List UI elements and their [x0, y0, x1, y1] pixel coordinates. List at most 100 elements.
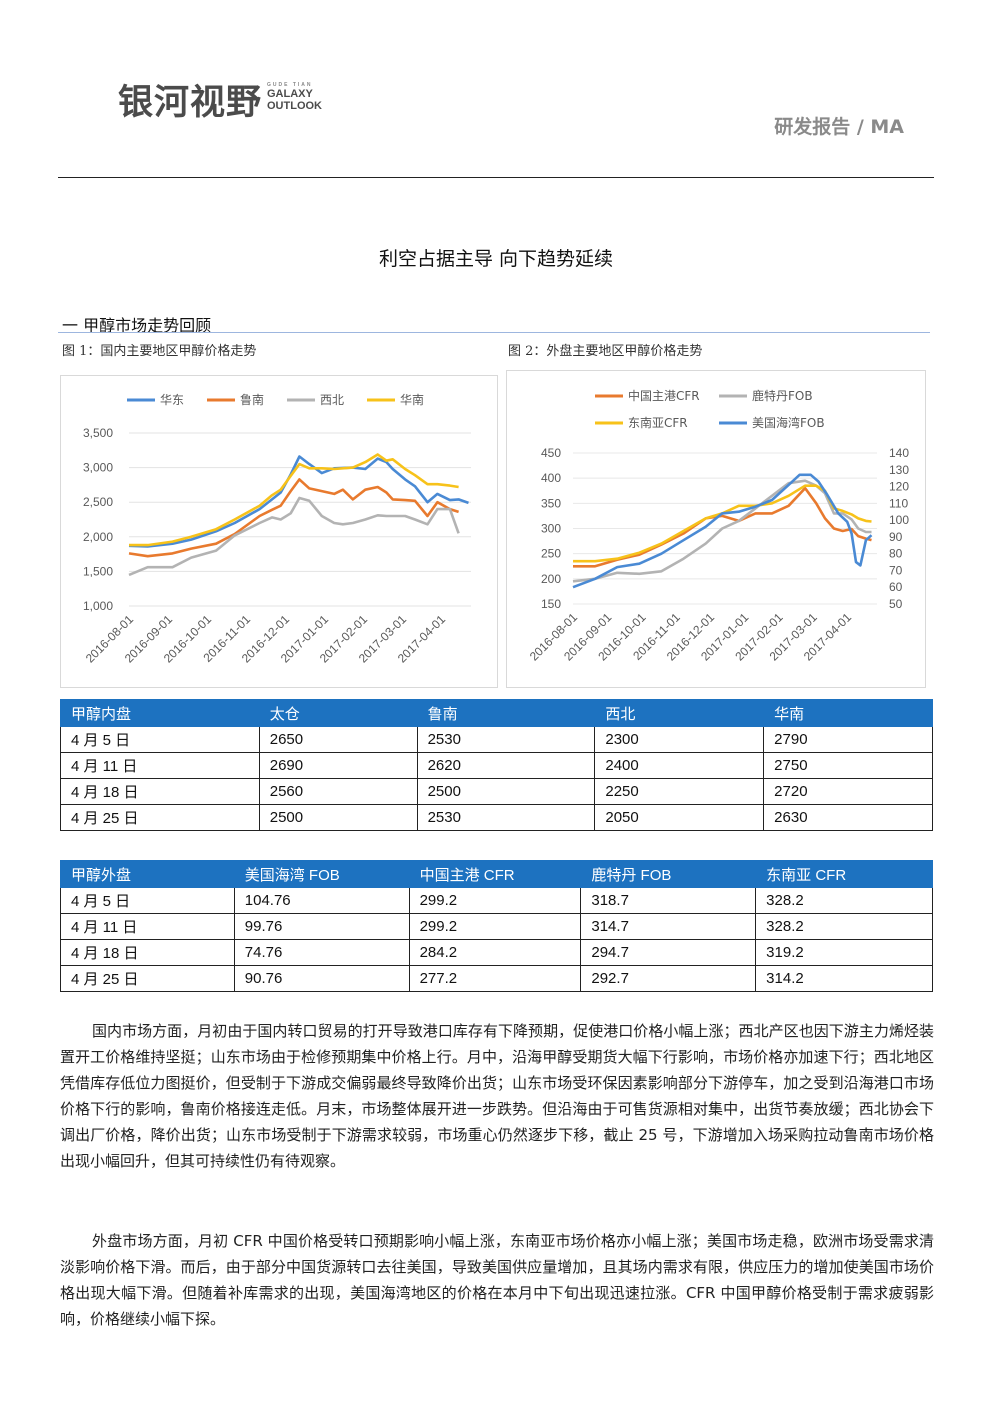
table-cell: 4 月 18 日 [60, 778, 260, 805]
table-row: 4 月 25 日 2500 2530 2050 2630 [60, 804, 933, 831]
table-cell: 2500 [416, 778, 596, 805]
chart2-y-tick-left: 450 [541, 446, 561, 460]
table-cell: 319.2 [755, 939, 933, 966]
chart2-y-tick-right: 120 [889, 480, 909, 494]
table-cell: 284.2 [408, 939, 582, 966]
figure2-caption: 图 2：外盘主要地区甲醇价格走势 [508, 344, 703, 359]
table-cell: 318.7 [580, 887, 757, 914]
table-row: 4 月 5 日 104.76 299.2 318.7 328.2 [60, 887, 933, 914]
paragraph-overseas-market: 外盘市场方面，月初 CFR 中国价格受转口预期影响小幅上涨，东南亚市场价格亦小幅… [60, 1232, 934, 1328]
chart2-y-tick-left: 400 [541, 471, 561, 485]
table-cell: 2690 [258, 752, 418, 779]
chart1-legend-label: 鲁南 [240, 392, 264, 407]
chart1-domestic-methanol-prices: 1,0001,5002,0002,5003,0003,5002016-08-01… [83, 392, 471, 666]
chart2-y-tick-left: 150 [541, 597, 561, 611]
table-header-cell: 太仓 [258, 699, 418, 727]
section-heading: 一 甲醇市场走势回顾 [62, 316, 212, 335]
chart2-y-tick-left: 200 [541, 572, 561, 586]
chart1-legend-label: 华东 [160, 393, 184, 407]
chart2-legend-label: 东南亚CFR [628, 415, 688, 430]
report-tag: 研发报告 / MA [774, 116, 904, 138]
table-cell: 104.76 [233, 887, 410, 914]
table-row: 4 月 11 日 99.76 299.2 314.7 328.2 [60, 913, 933, 940]
table-cell: 314.7 [580, 913, 757, 940]
table-header-cell: 鲁南 [416, 699, 596, 727]
chart2-legend-label: 美国海湾FOB [752, 415, 825, 430]
logo-tagline: GUDE TIAN [267, 82, 313, 88]
table-cell: 74.76 [233, 939, 410, 966]
chart1-series-line [128, 496, 460, 577]
chart2-y-tick-left: 350 [541, 496, 561, 510]
chart2-y-tick-left: 250 [541, 547, 561, 561]
chart2-y-tick-right: 50 [889, 597, 903, 611]
table-cell: 299.2 [408, 913, 582, 940]
table-header-cell: 华南 [763, 699, 933, 727]
chart1-y-tick: 2,000 [83, 530, 113, 544]
chart2-y-tick-right: 70 [889, 563, 903, 577]
table-cell: 299.2 [408, 887, 582, 914]
chart1-legend-label: 西北 [320, 393, 344, 407]
table-cell: 2630 [763, 804, 933, 831]
chart1-y-tick: 3,500 [83, 426, 113, 440]
table-cell: 2720 [763, 778, 933, 805]
table-cell: 90.76 [233, 965, 410, 992]
table-cell: 2790 [763, 726, 933, 753]
chart2-legend-label: 中国主港CFR [628, 388, 700, 403]
table-cell: 2750 [763, 752, 933, 779]
logo-galaxy: GALAXY [267, 88, 313, 100]
logo-chinese: 银河视野 [118, 83, 263, 123]
chart1-series-line [128, 478, 459, 558]
table-cell: 4 月 25 日 [60, 804, 260, 831]
table-cell: 2250 [594, 778, 765, 805]
chart2-series-line [572, 473, 873, 589]
table-cell: 2300 [594, 726, 765, 753]
table-header-cell: 东南亚 CFR [755, 860, 933, 888]
chart2-y-tick-left: 300 [541, 522, 561, 536]
chart2-y-tick-right: 90 [889, 530, 903, 544]
table-header-row: 甲醇内盘 太仓 鲁南 西北 华南 [60, 699, 933, 727]
table-cell: 4 月 5 日 [60, 726, 260, 753]
table-header-row: 甲醇外盘 美国海湾 FOB 中国主港 CFR 鹿特丹 FOB 东南亚 CFR [60, 860, 933, 888]
logo-outlook: OUTLOOK [267, 100, 322, 112]
table-cell: 4 月 18 日 [60, 939, 235, 966]
figure1-caption: 图 1：国内主要地区甲醇价格走势 [62, 344, 257, 359]
table-cell: 2500 [258, 804, 418, 831]
table-row: 4 月 25 日 90.76 277.2 292.7 314.2 [60, 965, 933, 992]
header-divider [58, 177, 934, 178]
table-row: 4 月 18 日 74.76 284.2 294.7 319.2 [60, 939, 933, 966]
chart1-y-tick: 2,500 [83, 495, 113, 509]
table-cell: 314.2 [755, 965, 933, 992]
table-cell: 294.7 [580, 939, 757, 966]
table-row: 4 月 18 日 2560 2500 2250 2720 [60, 778, 933, 805]
logo-english: GUDE TIAN GALAXY OUTLOOK [267, 82, 322, 112]
chart2-series-line [573, 484, 872, 563]
table-cell: 2620 [416, 752, 596, 779]
table-header-cell: 美国海湾 FOB [233, 860, 410, 888]
chart1-legend-label: 华南 [400, 392, 424, 407]
chart2-overseas-methanol-prices: 150 200 250 300 350 400 450 50 60 70 80 90 100 110 120… [527, 388, 910, 664]
table-cell: 328.2 [755, 913, 933, 940]
chart2-series-line [572, 479, 872, 583]
table-header-cell: 甲醇内盘 [60, 699, 260, 727]
overseas-price-table: 甲醇外盘 美国海湾 FOB 中国主港 CFR 鹿特丹 FOB 东南亚 CFR 4… [60, 860, 933, 992]
table-cell: 328.2 [755, 887, 933, 914]
chart2-y-tick-right: 60 [889, 580, 903, 594]
section-divider [58, 332, 930, 333]
table-cell: 99.76 [233, 913, 410, 940]
chart1-series-line [128, 455, 469, 548]
chart2-y-tick-right: 130 [889, 463, 909, 477]
table-row: 4 月 11 日 2690 2620 2400 2750 [60, 752, 933, 779]
chart2-series-line [573, 486, 872, 568]
table-cell: 4 月 25 日 [60, 965, 235, 992]
chart2-frame: 150 200 250 300 350 400 450 50 60 70 80 90 100 110 120… [506, 370, 926, 688]
chart2-y-tick-right: 110 [889, 496, 908, 510]
chart2-y-tick-right: 100 [889, 513, 909, 527]
table-cell: 4 月 11 日 [60, 913, 235, 940]
chart2-y-tick-right: 140 [889, 446, 909, 460]
table-header-cell: 中国主港 CFR [408, 860, 582, 888]
chart2-y-tick-right: 80 [889, 547, 903, 561]
table-cell: 4 月 5 日 [60, 887, 235, 914]
table-cell: 2050 [594, 804, 765, 831]
table-cell: 2650 [258, 726, 418, 753]
chart2-legend-label: 鹿特丹FOB [752, 388, 813, 403]
